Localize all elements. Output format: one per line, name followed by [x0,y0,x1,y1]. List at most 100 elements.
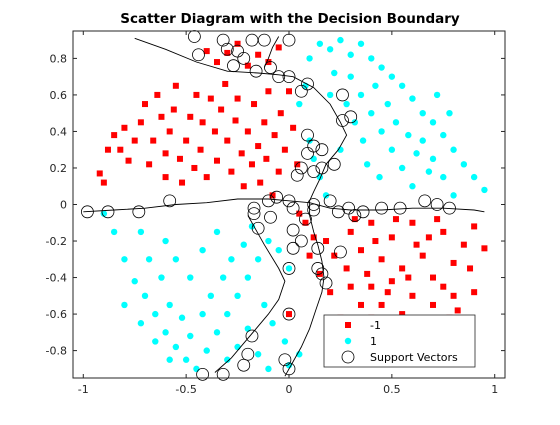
data-point-negative [430,274,436,281]
support-vector [286,201,300,215]
data-point-negative [183,137,190,144]
data-point-negative [251,101,258,108]
data-point-negative [286,88,292,95]
support-vector [101,205,115,219]
support-vector [294,161,308,175]
data-point-negative [358,301,364,308]
data-point-negative [481,245,488,252]
data-point-positive [199,310,206,318]
data-point-negative [392,216,399,223]
data-point-negative [296,210,303,217]
data-point-positive [207,292,215,300]
data-point-negative [224,137,231,144]
data-point-negative [211,128,218,135]
data-point-positive [384,100,391,108]
support-vector [249,64,263,78]
y-tick-label: 0.2 [50,162,68,175]
data-point-positive [368,55,375,62]
data-point-positive [203,347,210,354]
data-point-negative [271,132,278,139]
support-vector [282,307,296,321]
data-point-negative [222,80,229,87]
support-vector [307,198,321,211]
data-point-negative [238,150,245,157]
data-point-positive [440,131,447,139]
support-vector [294,234,308,248]
decision-boundary [83,36,485,377]
data-point-negative [294,161,301,168]
data-point-positive [137,320,145,327]
data-point-negative [275,168,282,175]
data-point-positive [433,91,441,99]
data-point-positive [199,246,206,254]
data-point-negative [405,274,412,281]
data-point-negative [467,265,474,272]
data-point-negative [460,241,467,248]
data-point-negative [277,110,284,117]
data-point-negative [275,44,282,51]
data-point-negative [203,48,210,55]
data-point-positive [460,161,468,168]
data-point-positive [398,82,406,89]
data-point-positive [363,161,371,168]
data-point-positive [166,356,173,363]
data-point-negative [234,95,241,102]
data-point-negative [347,283,354,290]
support-vector [336,88,349,102]
data-point-negative [232,117,239,124]
data-point-positive [316,40,324,47]
data-point-negative [142,101,148,108]
support-vector [315,143,329,157]
data-point-negative [286,311,292,318]
y-tick-label: -0.2 [46,235,67,248]
data-point-negative [409,292,416,299]
data-point-positive [343,100,350,108]
data-point-negative [368,283,375,290]
data-point-negative [378,301,385,308]
series-2 [100,36,488,373]
data-point-negative [255,143,262,150]
decision-boundary-curve-3 [214,215,286,373]
data-point-negative [351,216,358,223]
y-tick-label: -0.8 [46,345,67,358]
data-point-negative [179,179,186,186]
support-vector [319,276,333,290]
data-point-negative [100,179,107,186]
support-vector [81,205,94,219]
data-point-negative [409,219,416,226]
data-point-negative [154,91,161,98]
data-point-negative [263,155,270,162]
data-point-negative [368,219,375,226]
data-point-positive [254,256,262,263]
data-point-negative [125,157,132,164]
support-vector [286,223,300,237]
data-point-positive [234,292,241,300]
support-vector [272,70,286,84]
data-point-negative [310,234,317,241]
data-point-positive [224,310,231,318]
data-point-negative [347,228,354,235]
data-point-positive [388,73,396,80]
data-point-negative [176,155,183,162]
data-point-positive [213,228,221,236]
support-vector [307,165,321,179]
data-point-positive [306,55,313,62]
data-point-negative [419,252,426,259]
data-point-negative [193,91,200,98]
data-point-positive [162,329,169,336]
support-vector [299,212,312,226]
data-point-positive [162,237,169,245]
legend-label: Support Vectors [370,351,458,364]
data-point-positive [429,155,437,163]
data-point-negative [158,113,165,120]
data-point-positive [224,356,231,363]
data-point-positive [131,278,138,285]
data-point-negative [425,234,432,241]
data-point-positive [240,241,247,248]
data-point-positive [322,192,330,199]
support-vector [282,262,296,275]
data-point-negative [388,234,395,241]
data-point-negative [434,216,441,223]
data-point-positive [110,228,118,236]
